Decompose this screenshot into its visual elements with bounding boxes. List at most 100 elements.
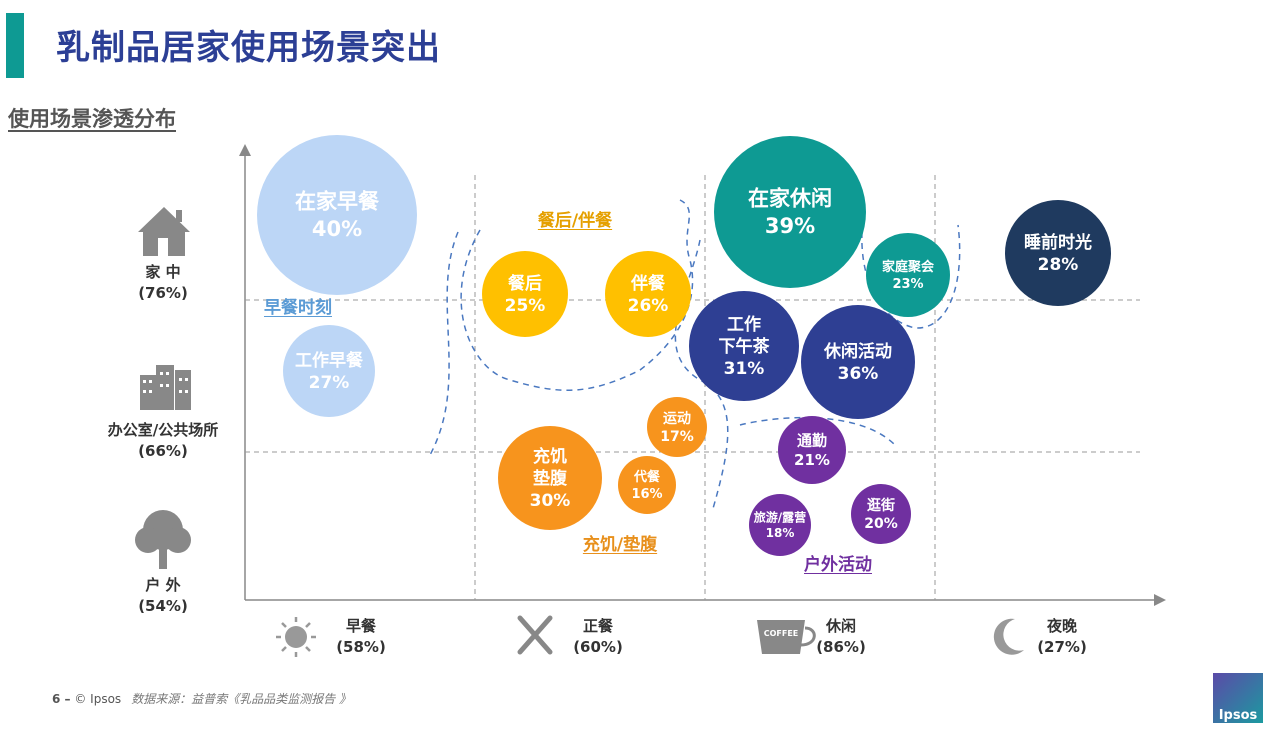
bubble-value: 40% [312, 217, 362, 241]
group-label-outdoor: 户外活动 [804, 555, 872, 575]
bubble-6: 家庭聚会 23% [866, 233, 950, 317]
coffee-icon-text: COFFEE [764, 629, 799, 638]
bubble-circle [851, 484, 911, 544]
bubble-circle [605, 251, 691, 337]
bubble-10: 运动 17% [647, 397, 707, 457]
x-category-label: 早餐 [345, 617, 376, 635]
bubble-15: 逛街 20% [851, 484, 911, 544]
data-source: 数据来源：益普索《乳品品类监测报告 》 [131, 692, 352, 706]
bubble-value: 18% [766, 526, 795, 540]
group-label-after-meal: 餐后/伴餐 [537, 211, 613, 231]
bubble-label: 餐后 [508, 273, 542, 294]
coffee-cup-icon: COFFEE [757, 620, 816, 654]
copyright: © Ipsos [74, 692, 122, 706]
y-category-label: 户 外 [145, 576, 181, 594]
bubble-value: 27% [309, 373, 350, 393]
bubble-label: 充饥 [533, 446, 567, 467]
bubble-value: 36% [838, 364, 879, 384]
bubble-label: 通勤 [797, 432, 827, 450]
bubble-value: 25% [505, 296, 546, 316]
bubble-value: 20% [864, 516, 898, 532]
x-category-value: (60%) [573, 638, 623, 656]
bubble-value: 26% [628, 296, 669, 316]
bubble-label: 旅游/露营 [754, 509, 806, 524]
bubble-label: 睡前时光 [1024, 232, 1092, 253]
bubble-circle [749, 494, 811, 556]
bubble-circle [618, 456, 676, 514]
bubble-circle [498, 426, 602, 530]
sun-icon [276, 617, 316, 657]
bubble-label: 下午茶 [719, 336, 771, 357]
bubble-label: 垫腹 [533, 468, 568, 489]
bubble-circle [283, 325, 375, 417]
bubble-label: 伴餐 [630, 273, 666, 294]
group-label-breakfast: 早餐时刻 [264, 298, 332, 318]
bubble-circle [257, 135, 417, 295]
y-category-home: 家 中 (76%) [138, 262, 188, 304]
y-category-value: (76%) [138, 284, 188, 302]
bubble-circle [801, 305, 915, 419]
footer: 6 – © Ipsos 数据来源：益普索《乳品品类监测报告 》 [52, 690, 351, 707]
bubble-label: 工作早餐 [295, 350, 364, 371]
bubble-label: 逛街 [867, 497, 895, 514]
group-label-snack: 充饥/垫腹 [582, 535, 658, 555]
bubble-1: 在家早餐 40% [257, 135, 417, 295]
bubble-value: 39% [765, 214, 815, 238]
bubble-circle [647, 397, 707, 457]
y-category-value: (66%) [138, 442, 188, 460]
bubble-circle [1005, 200, 1111, 306]
bubble-label: 运动 [663, 410, 691, 427]
bubble-label: 在家休闲 [748, 187, 832, 211]
x-category-night: 夜晚 (27%) [1037, 616, 1087, 658]
bubble-label: 代餐 [633, 469, 661, 485]
bubble-circle [482, 251, 568, 337]
ipsos-logo: Ipsos [1213, 673, 1263, 723]
house-icon [138, 207, 190, 256]
boundary-curve [460, 199, 694, 391]
bubble-12: 代餐 16% [618, 456, 676, 514]
grid-lines [239, 144, 1166, 606]
y-category-value: (54%) [138, 597, 188, 615]
x-category-label: 夜晚 [1046, 617, 1077, 635]
title-accent-bar [6, 13, 24, 78]
bubble-label: 休闲活动 [823, 341, 892, 362]
bubble-circle [778, 416, 846, 484]
bubble-value: 16% [631, 487, 662, 502]
y-category-label: 办公室/公共场所 [107, 421, 219, 439]
bubble-label: 家庭聚会 [882, 259, 935, 275]
bubble-5: 在家休闲 39% [714, 136, 866, 288]
y-category-label: 家 中 [145, 263, 181, 281]
x-category-meal: 正餐 (60%) [573, 616, 623, 658]
y-category-outdoor: 户 外 (54%) [138, 575, 188, 617]
bubble-value: 28% [1038, 255, 1079, 275]
boundary-curve [429, 231, 459, 456]
x-category-value: (27%) [1037, 638, 1087, 656]
tree-icon [135, 510, 191, 569]
bubble-14: 旅游/露营 18% [749, 494, 811, 556]
x-category-label: 休闲 [825, 617, 856, 635]
bubble-circle [714, 136, 866, 288]
bubble-circle [866, 233, 950, 317]
x-category-label: 正餐 [582, 617, 613, 635]
fork-knife-icon [517, 615, 553, 655]
bubble-value: 17% [660, 429, 694, 445]
page-number: 6 – [52, 692, 71, 706]
section-subtitle: 使用场景渗透分布 [8, 107, 176, 131]
office-building-icon [140, 365, 191, 410]
y-category-office: 办公室/公共场所 (66%) [108, 420, 218, 462]
x-category-leisure: 休闲 (86%) [816, 616, 866, 658]
x-category-value: (86%) [816, 638, 866, 656]
moon-icon [993, 618, 1024, 655]
bubble-circle [689, 291, 799, 401]
bubble-value: 21% [794, 451, 830, 469]
bubble-label: 工作 [727, 314, 761, 335]
